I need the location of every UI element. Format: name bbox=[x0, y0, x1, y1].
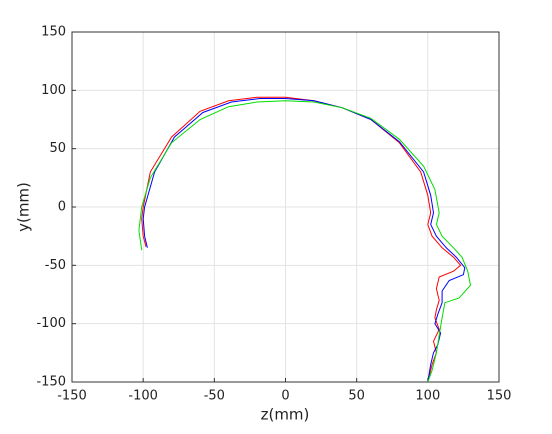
x-tick-label: -150 bbox=[57, 389, 87, 404]
y-tick-label: 150 bbox=[41, 25, 66, 40]
x-tick-label: -50 bbox=[204, 389, 225, 404]
y-tick-label: -50 bbox=[45, 258, 66, 273]
x-tick-label: -100 bbox=[128, 389, 158, 404]
plot-frame bbox=[71, 31, 500, 383]
y-tick-label: 100 bbox=[41, 83, 66, 98]
y-tick-label: 50 bbox=[49, 141, 66, 156]
x-tick-label: 100 bbox=[415, 389, 440, 404]
series-line bbox=[142, 98, 466, 383]
series-line bbox=[141, 96, 462, 383]
x-tick-label: 150 bbox=[487, 389, 512, 404]
y-tick-label: 0 bbox=[58, 200, 66, 215]
y-axis-label: y(mm) bbox=[15, 182, 33, 232]
y-tick-label: -150 bbox=[36, 375, 66, 390]
x-tick-label: 0 bbox=[281, 389, 289, 404]
y-tick-label: -100 bbox=[36, 316, 66, 331]
x-axis-label: z(mm) bbox=[261, 406, 310, 424]
x-tick-label: 50 bbox=[348, 389, 365, 404]
series-line bbox=[138, 100, 472, 383]
